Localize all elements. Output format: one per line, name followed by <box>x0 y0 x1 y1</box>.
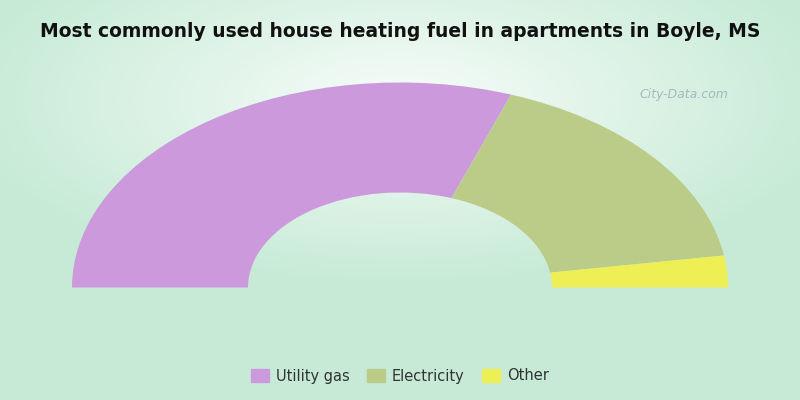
Wedge shape <box>72 82 511 288</box>
Legend: Utility gas, Electricity, Other: Utility gas, Electricity, Other <box>246 363 554 389</box>
Text: Most commonly used house heating fuel in apartments in Boyle, MS: Most commonly used house heating fuel in… <box>40 22 760 41</box>
Wedge shape <box>451 95 724 273</box>
Wedge shape <box>550 256 728 288</box>
Text: City-Data.com: City-Data.com <box>639 88 728 101</box>
